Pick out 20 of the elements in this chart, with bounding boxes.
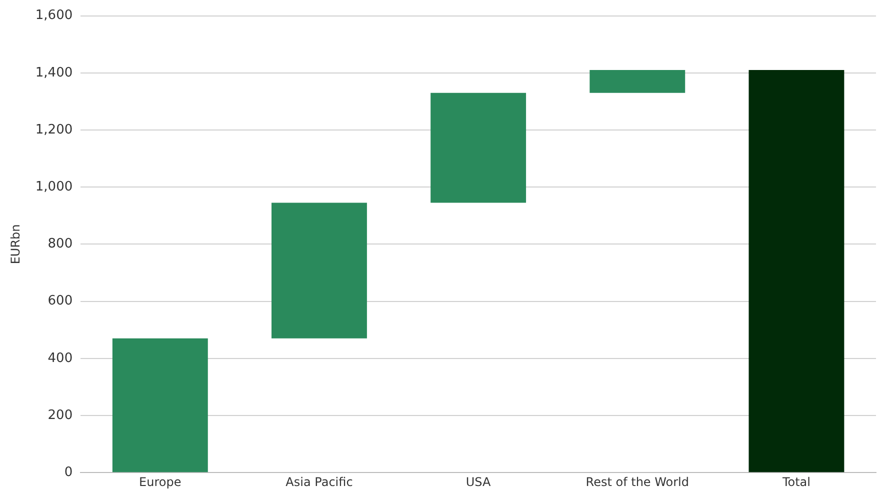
y-tick-label: 1,400 [35,65,73,80]
y-tick-label: 800 [48,236,73,252]
y-tick-label: 1,600 [35,8,73,24]
y-axis-title: EURbn [8,224,22,264]
bar [590,70,686,93]
y-tick-label: 1,000 [35,179,73,194]
y-tick-label: 0 [64,464,73,480]
x-tick-label: Total [781,474,810,489]
bar [748,70,844,472]
x-tick-label: Europe [139,474,182,489]
y-tick-label: 600 [48,294,73,309]
bar [272,202,367,338]
x-tick-label: USA [466,474,492,489]
bar [430,92,526,203]
bar [112,338,208,472]
y-tick-label: 400 [48,350,73,366]
x-tick-label: Asia Pacific [286,474,353,489]
y-tick-label: 1,200 [35,122,73,138]
y-tick-label: 200 [48,408,73,423]
x-tick-label: Rest of the World [586,474,689,489]
